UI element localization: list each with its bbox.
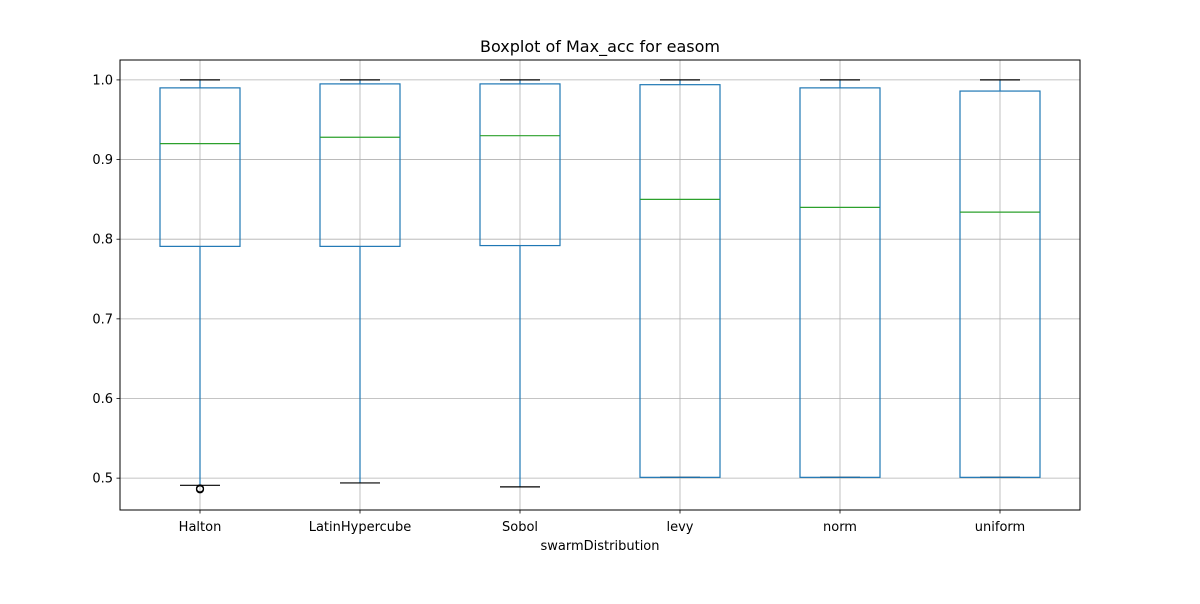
plot-background [120, 60, 1080, 510]
x-axis: Halton LatinHypercube Sobol levy norm uniform [179, 510, 1025, 535]
plot-frame [119, 59, 1081, 511]
x-axis-label: swarmDistribution [541, 539, 660, 554]
x-tick-label: LatinHypercube [309, 520, 412, 535]
chart-title: Boxplot of Max_acc for easom [480, 37, 720, 57]
box-iqr [639, 84, 721, 478]
x-tick-label: uniform [975, 520, 1025, 535]
y-tick-label: 1.0 [92, 73, 113, 88]
y-tick-label: 0.5 [92, 472, 113, 487]
x-tick-label: levy [667, 520, 694, 535]
y-tick-label: 0.6 [92, 392, 113, 407]
box-iqr [159, 87, 241, 247]
box-group-levy [639, 79, 721, 478]
box-group-uniform [959, 79, 1041, 478]
box-iqr [479, 83, 561, 247]
box-group-latinhypercube [319, 79, 401, 484]
x-tick-label: Sobol [502, 520, 538, 535]
box-iqr [799, 87, 881, 478]
box-group-norm [799, 79, 881, 478]
x-tick-label: norm [823, 520, 857, 535]
grid-layer [120, 60, 1080, 510]
box-group-halton [159, 79, 241, 494]
y-tick-label: 0.7 [92, 312, 113, 327]
x-tick-label: Halton [179, 520, 222, 535]
y-tick-label: 0.8 [92, 233, 113, 248]
y-axis: 0.5 0.6 0.7 0.8 0.9 1.0 [92, 73, 120, 487]
box-iqr [959, 90, 1041, 478]
box-group-sobol [479, 79, 561, 488]
box-iqr [319, 83, 401, 247]
y-tick-label: 0.9 [92, 153, 113, 168]
outlier-point [195, 485, 205, 494]
box-layer [159, 79, 1041, 494]
